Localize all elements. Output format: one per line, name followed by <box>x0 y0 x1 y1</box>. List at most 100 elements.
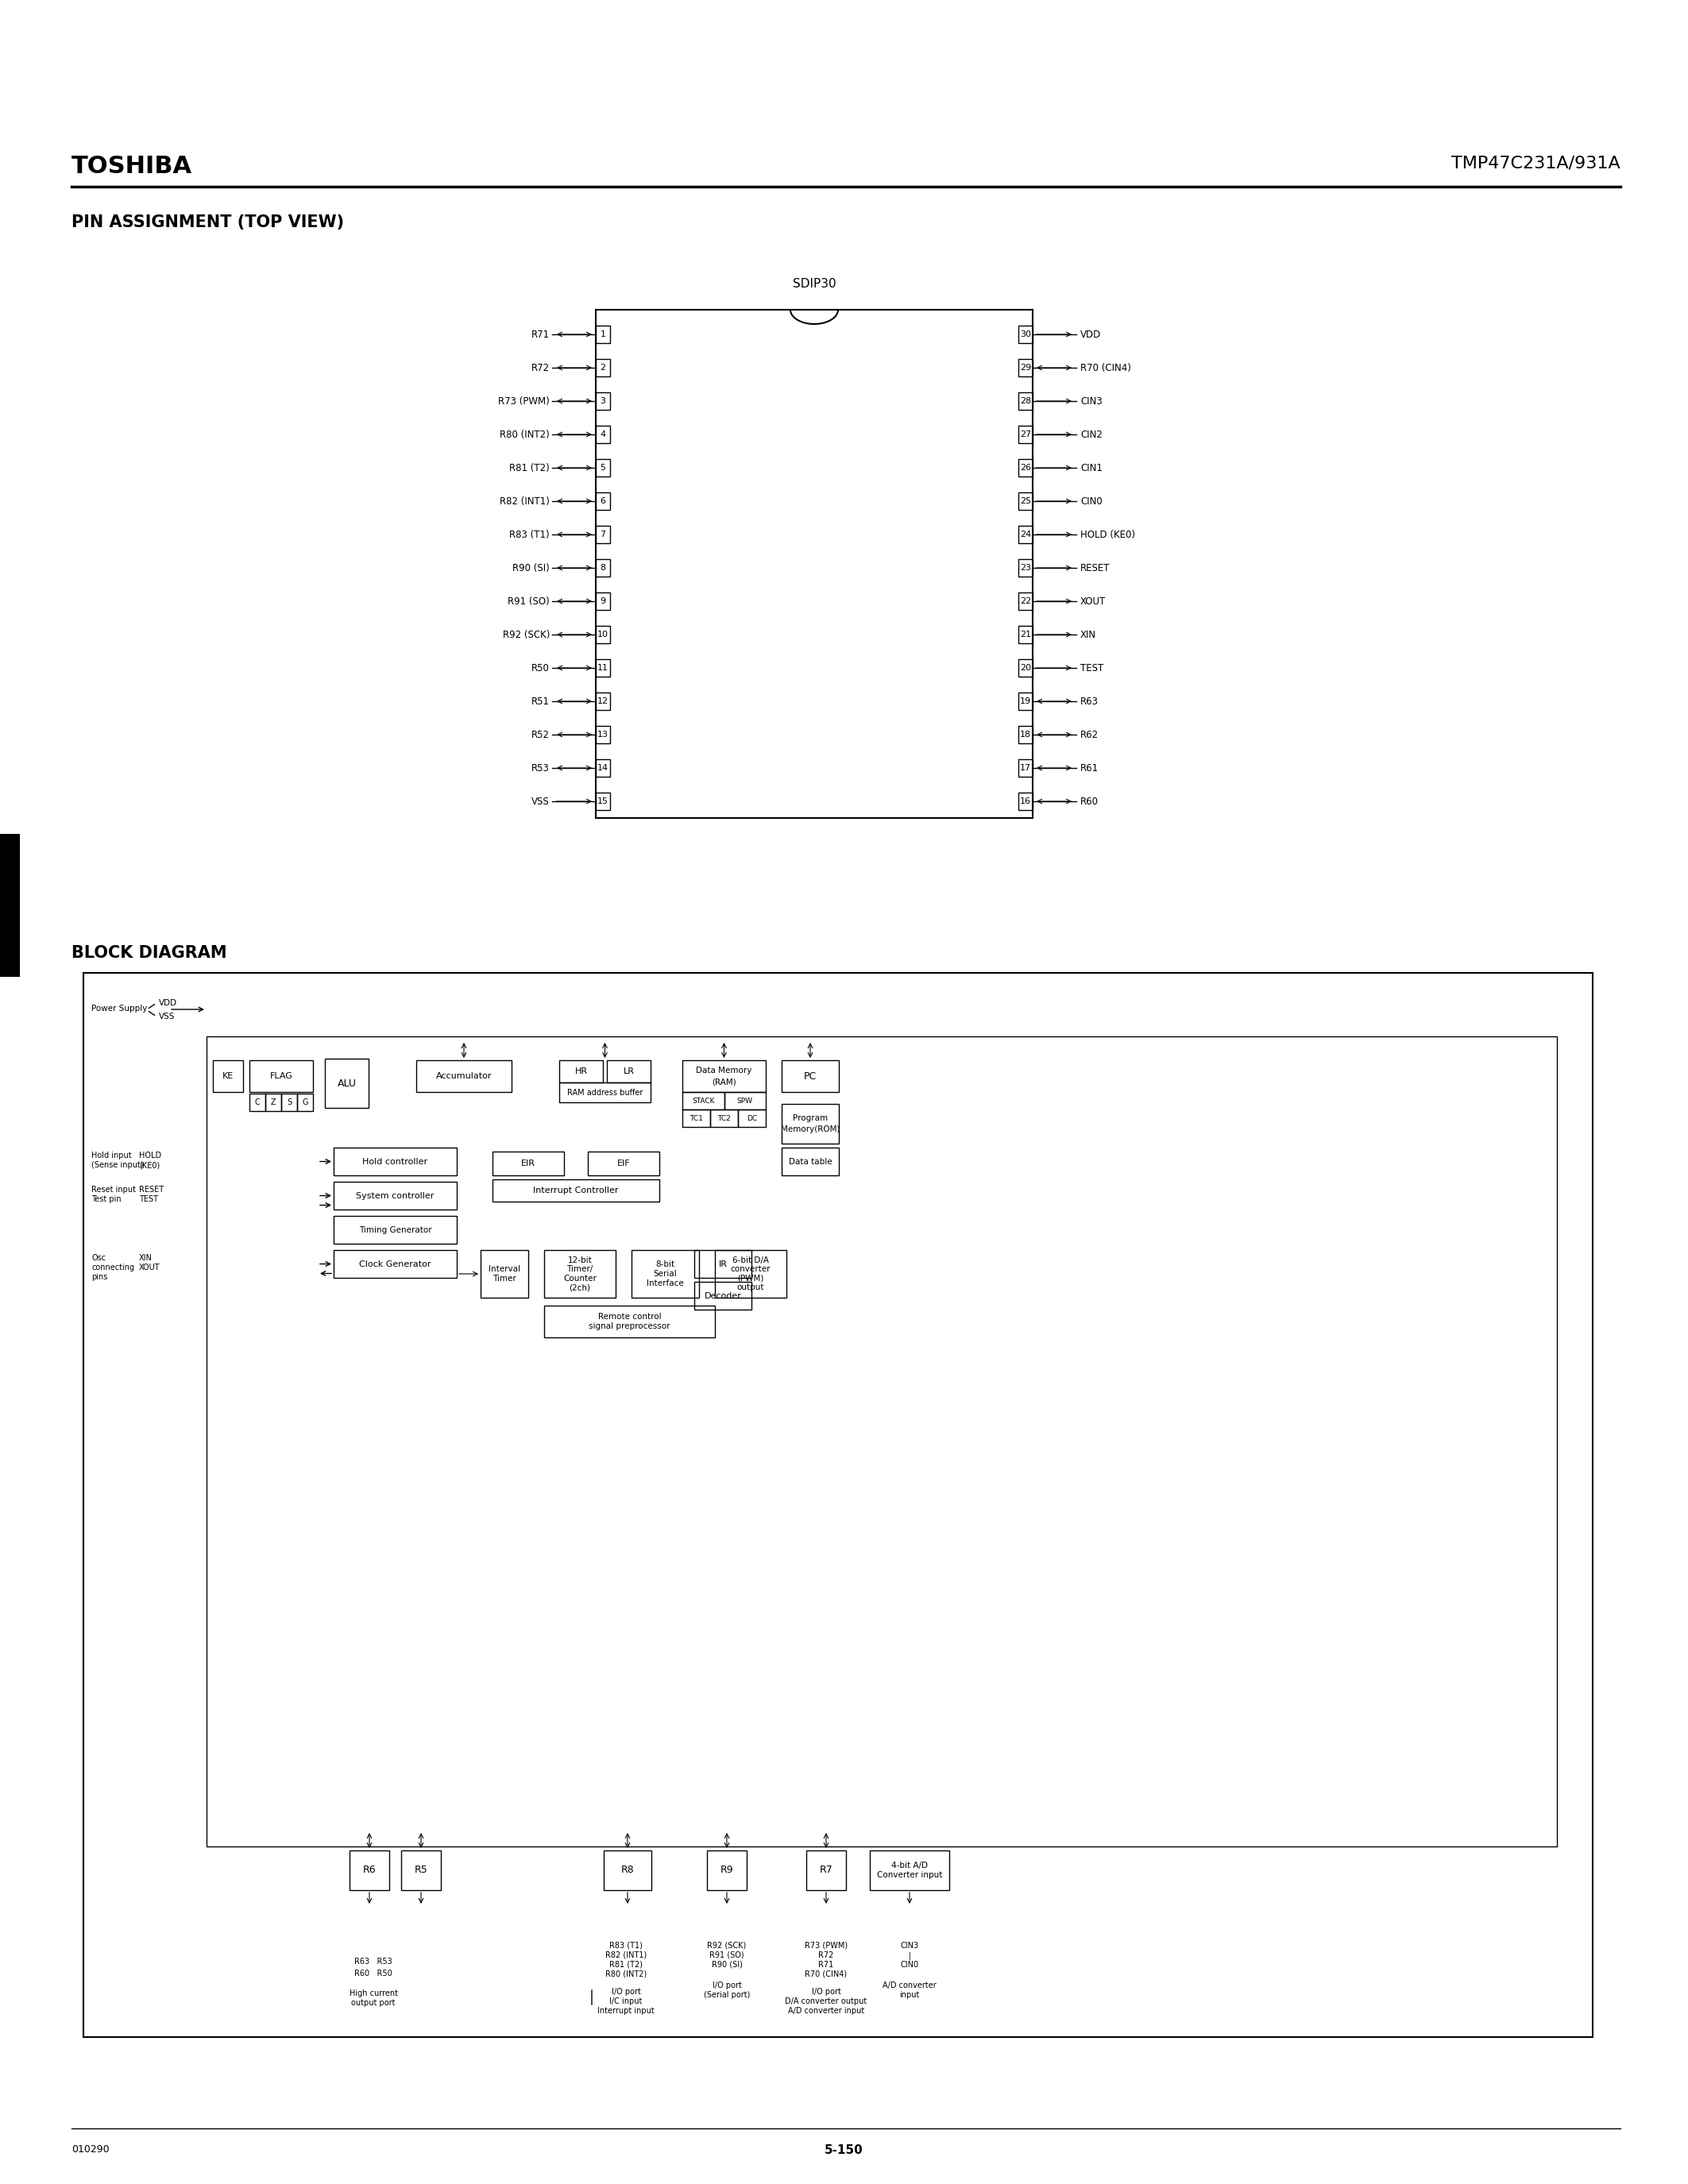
Text: 6: 6 <box>601 498 606 505</box>
Text: EIR: EIR <box>522 1160 535 1168</box>
Text: 20: 20 <box>1020 664 1031 673</box>
Text: RESET: RESET <box>1080 563 1111 572</box>
Text: R72: R72 <box>819 1950 834 1959</box>
Bar <box>250 1059 312 1092</box>
Text: R61: R61 <box>1080 762 1099 773</box>
Text: 29: 29 <box>1020 365 1031 371</box>
Text: output port: output port <box>351 1998 395 2007</box>
Text: Interval
Timer: Interval Timer <box>488 1265 520 1282</box>
Text: CIN2: CIN2 <box>1080 430 1102 439</box>
Bar <box>1018 725 1033 743</box>
Text: CIN0: CIN0 <box>900 1961 918 1968</box>
Text: R71: R71 <box>532 330 550 339</box>
Bar <box>631 1249 699 1297</box>
Text: R91 (SO): R91 (SO) <box>508 596 550 607</box>
Text: R73 (PWM): R73 (PWM) <box>805 1942 847 1950</box>
Text: connecting: connecting <box>91 1265 135 1271</box>
Bar <box>334 1216 457 1243</box>
Text: PC: PC <box>803 1070 817 1081</box>
Bar <box>596 559 609 577</box>
Text: R70 (CIN4): R70 (CIN4) <box>805 1970 847 1979</box>
Text: Program: Program <box>793 1114 827 1123</box>
Bar <box>417 1059 511 1092</box>
Text: R82 (INT1): R82 (INT1) <box>500 496 550 507</box>
Bar <box>1018 559 1033 577</box>
Text: 6-bit D/A
converter
(PWM)
output: 6-bit D/A converter (PWM) output <box>731 1256 771 1291</box>
Text: Osc: Osc <box>91 1254 106 1262</box>
Bar <box>707 1850 746 1889</box>
Bar <box>250 1094 265 1112</box>
Bar <box>1018 526 1033 544</box>
Text: 8-bit
Serial
Interface: 8-bit Serial Interface <box>647 1260 684 1286</box>
Text: Interrupt input: Interrupt input <box>598 2007 655 2016</box>
Bar <box>682 1109 711 1127</box>
Bar <box>596 393 609 411</box>
Text: Timing Generator: Timing Generator <box>360 1225 432 1234</box>
Text: SPW: SPW <box>738 1096 753 1105</box>
Text: R80 (INT2): R80 (INT2) <box>500 430 550 439</box>
Text: Interrupt Controller: Interrupt Controller <box>533 1186 618 1195</box>
Text: 25: 25 <box>1020 498 1031 505</box>
Bar <box>738 1109 766 1127</box>
Text: VDD: VDD <box>1080 330 1101 339</box>
Bar <box>282 1094 297 1112</box>
Text: I/O port: I/O port <box>712 1981 741 1990</box>
Text: (RAM): (RAM) <box>712 1077 736 1085</box>
Bar <box>596 325 609 343</box>
Text: R70 (CIN4): R70 (CIN4) <box>1080 363 1131 373</box>
Text: 5: 5 <box>601 463 606 472</box>
Bar <box>324 1059 368 1107</box>
Text: 14: 14 <box>598 764 608 771</box>
Bar <box>596 793 609 810</box>
Text: 23: 23 <box>1020 563 1031 572</box>
Bar <box>782 1103 839 1144</box>
Bar <box>1018 325 1033 343</box>
Bar <box>349 1850 390 1889</box>
Text: LR: LR <box>623 1068 635 1075</box>
Text: R81 (T2): R81 (T2) <box>510 463 550 474</box>
Text: Decoder: Decoder <box>704 1291 741 1299</box>
Bar <box>587 1151 660 1175</box>
Bar <box>724 1092 766 1109</box>
Text: EIF: EIF <box>618 1160 630 1168</box>
Text: R63: R63 <box>1080 697 1099 705</box>
Bar <box>1018 426 1033 443</box>
Text: R80 (INT2): R80 (INT2) <box>606 1970 647 1979</box>
Text: STACK: STACK <box>692 1096 714 1105</box>
Text: 15: 15 <box>598 797 608 806</box>
Text: 5-150: 5-150 <box>824 2145 863 2156</box>
Text: HOLD: HOLD <box>138 1151 162 1160</box>
Bar <box>596 526 609 544</box>
Text: R5: R5 <box>414 1865 427 1876</box>
Text: Memory(ROM): Memory(ROM) <box>780 1125 841 1133</box>
Text: TOSHIBA: TOSHIBA <box>71 155 192 177</box>
Bar <box>596 725 609 743</box>
Text: CIN3: CIN3 <box>1080 395 1102 406</box>
Text: R50: R50 <box>532 662 550 673</box>
Text: Data Memory: Data Memory <box>695 1066 753 1075</box>
Text: |: | <box>908 1950 912 1959</box>
Bar <box>544 1306 716 1337</box>
Text: 4: 4 <box>601 430 606 439</box>
Text: 10: 10 <box>598 631 608 638</box>
Text: pins: pins <box>91 1273 108 1282</box>
Bar <box>493 1151 564 1175</box>
Text: 16: 16 <box>1020 797 1031 806</box>
Text: A/D converter input: A/D converter input <box>788 2007 864 2016</box>
Bar <box>694 1249 751 1278</box>
Text: XOUT: XOUT <box>138 1265 160 1271</box>
Text: R71: R71 <box>819 1961 834 1968</box>
Text: 9: 9 <box>601 596 606 605</box>
Bar <box>596 627 609 644</box>
Text: R81 (T2): R81 (T2) <box>609 1961 643 1968</box>
Text: 19: 19 <box>1020 697 1031 705</box>
Text: R92 (SCK): R92 (SCK) <box>707 1942 746 1950</box>
Bar <box>694 1282 751 1310</box>
Text: Remote control
signal preprocessor: Remote control signal preprocessor <box>589 1313 670 1330</box>
Text: TMP47C231A/931A: TMP47C231A/931A <box>1452 155 1620 170</box>
Text: IR: IR <box>719 1260 728 1269</box>
Text: R60: R60 <box>1080 797 1099 806</box>
Text: HOLD (KE0): HOLD (KE0) <box>1080 529 1134 539</box>
Text: 30: 30 <box>1020 330 1031 339</box>
Bar <box>711 1109 738 1127</box>
